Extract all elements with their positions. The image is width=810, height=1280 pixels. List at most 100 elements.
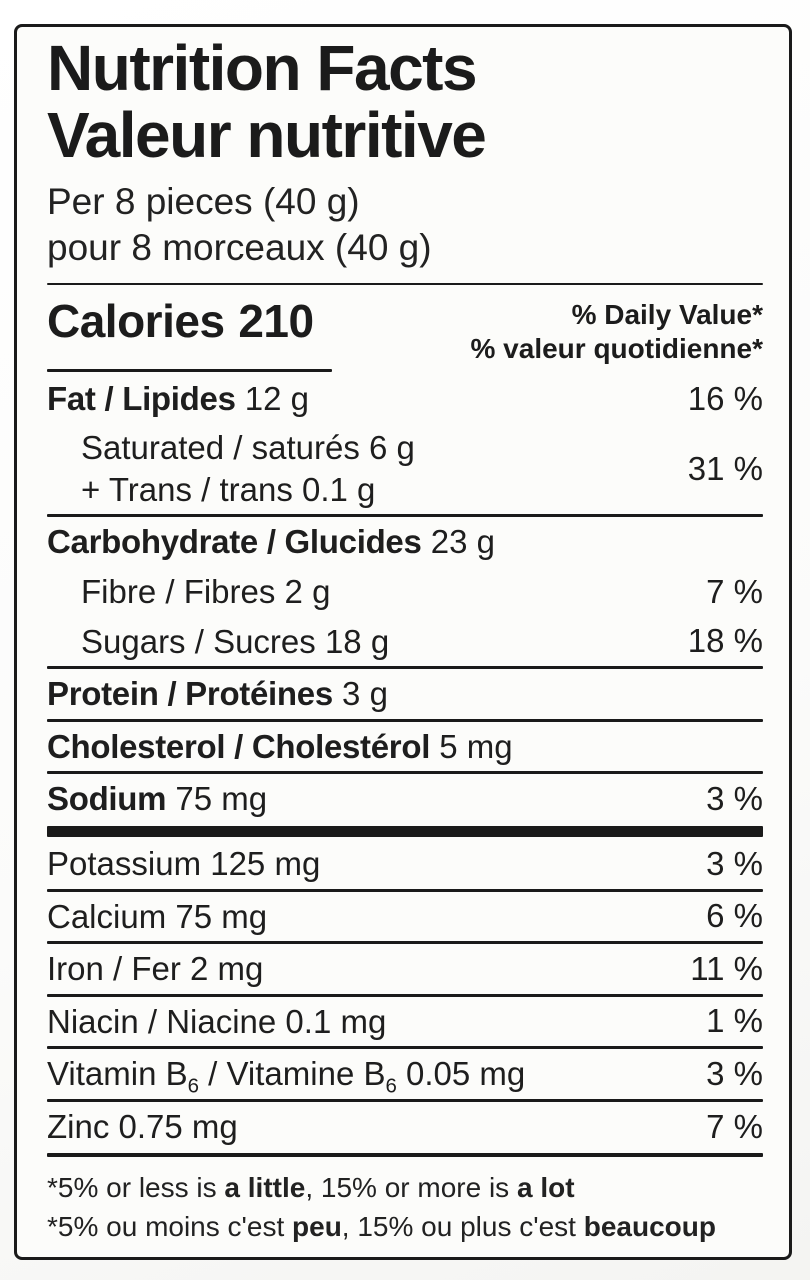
- calories-underline-bar: [47, 368, 332, 372]
- nutrient-row: Zinc 0.75 mg 7 %: [47, 1102, 763, 1152]
- header-separator: [47, 283, 763, 285]
- text-part: Fibre / Fibres 2 g: [81, 573, 331, 611]
- daily-value-percent: 11 %: [690, 949, 763, 987]
- daily-value-percent: 7 %: [706, 1107, 763, 1145]
- text-part: Saturated / saturés 6 g: [81, 429, 415, 467]
- nutrient-label: Protein / Protéines 3 g: [47, 673, 751, 715]
- daily-value-percent: 3 %: [706, 780, 763, 818]
- text-part: Sodium: [47, 780, 167, 818]
- nutrient-label-lines: Potassium 125 mg: [47, 843, 694, 885]
- text-part: 6: [385, 1074, 397, 1098]
- nutrient-label: + Trans / trans 0.1 g: [47, 469, 676, 511]
- text-part: Zinc 0.75 mg: [47, 1107, 238, 1145]
- nutrient-row: Potassium 125 mg 3 %: [47, 839, 763, 889]
- nutrient-row: Iron / Fer 2 mg 11 %: [47, 944, 763, 994]
- nutrient-row: Vitamin B6 / Vitamine B6 0.05 mg 3 %: [47, 1049, 763, 1099]
- serving-size-french: pour 8 morceaux (40 g): [47, 227, 432, 269]
- text-part: / Vitamine B: [199, 1055, 386, 1093]
- nutrient-label-lines: Iron / Fer 2 mg: [47, 948, 678, 990]
- thin-separator: [47, 771, 763, 775]
- nutrient-label-lines: Fat / Lipides 12 g: [47, 378, 676, 420]
- nutrient-label-lines: Vitamin B6 / Vitamine B6 0.05 mg: [47, 1053, 694, 1098]
- nutrient-label-lines: Saturated / saturés 6 g + Trans / trans 0…: [47, 427, 676, 510]
- nutrient-label-lines: Sodium 75 mg: [47, 778, 694, 820]
- daily-value-header: % Daily Value* % valeur quotidienne*: [471, 294, 764, 367]
- nutrient-row: Sodium 75 mg 3 %: [47, 774, 763, 824]
- thin-separator: [47, 666, 763, 670]
- nutrient-label-lines: Sugars / Sucres 18 g: [47, 621, 676, 663]
- nutrient-label-lines: Carbohydrate / Glucides 23 g: [47, 521, 751, 563]
- text-part: Carbohydrate / Glucides: [47, 523, 422, 561]
- nutrient-label-lines: Calcium 75 mg: [47, 896, 694, 938]
- thin-separator: [47, 514, 763, 518]
- calories-label: Calories: [47, 294, 225, 347]
- nutrient-label-lines: Niacin / Niacine 0.1 mg: [47, 1001, 694, 1043]
- text-part: 12 g: [235, 379, 310, 417]
- nutrient-row: Cholesterol / Cholestérol 5 mg: [47, 722, 763, 772]
- thin-separator: [47, 888, 763, 892]
- nutrient-label-lines: Protein / Protéines 3 g: [47, 673, 751, 715]
- daily-value-percent: 1 %: [706, 1002, 763, 1040]
- nutrient-label: Saturated / saturés 6 g: [47, 427, 676, 469]
- calories: Calories 210: [47, 294, 314, 348]
- nutrient-label: Calcium 75 mg: [47, 896, 694, 938]
- nutrient-row: Protein / Protéines 3 g: [47, 669, 763, 719]
- text-part: a lot: [516, 1171, 575, 1203]
- nutrient-label-lines: Fibre / Fibres 2 g: [47, 571, 694, 613]
- nutrient-row: Saturated / saturés 6 g + Trans / trans 0…: [47, 423, 763, 514]
- nutrient-row: Calcium 75 mg 6 %: [47, 892, 763, 942]
- daily-value-header-english: % Daily Value*: [571, 298, 763, 330]
- thick-separator: [47, 825, 763, 837]
- text-part: Potassium 125 mg: [47, 844, 321, 882]
- text-part: 23 g: [421, 523, 495, 561]
- nutrient-label: Carbohydrate / Glucides 23 g: [47, 521, 751, 563]
- nutrient-label: Fibre / Fibres 2 g: [47, 571, 694, 613]
- nutrient-label: Cholesterol / Cholestérol 5 mg: [47, 726, 751, 768]
- title-french: Valeur nutritive: [47, 99, 487, 172]
- text-part: 75 mg: [166, 780, 268, 818]
- nutrient-label: Sodium 75 mg: [47, 778, 694, 820]
- text-part: 0.05 mg: [396, 1055, 526, 1093]
- text-part: Fat / Lipides: [47, 379, 236, 417]
- daily-value-percent: 18 %: [687, 622, 763, 660]
- text-part: Calcium 75 mg: [47, 897, 268, 935]
- text-part: 3 g: [332, 675, 388, 713]
- text-part: Protein / Protéines: [47, 675, 333, 713]
- text-part: *5% or less is: [47, 1171, 225, 1203]
- nutrient-row: Fat / Lipides 12 g 16 %: [47, 374, 763, 424]
- nutrient-row: Carbohydrate / Glucides 23 g: [47, 517, 763, 567]
- footnote-separator: [47, 1153, 763, 1157]
- text-part: Niacin / Niacine 0.1 mg: [47, 1002, 387, 1040]
- text-part: beaucoup: [583, 1211, 716, 1243]
- daily-value-percent: 31 %: [687, 449, 763, 487]
- calories-row: Calories 210 % Daily Value* % valeur quot…: [47, 285, 763, 369]
- nutrient-label: Sugars / Sucres 18 g: [47, 621, 676, 663]
- nutrient-row: Sugars / Sucres 18 g 18 %: [47, 617, 763, 667]
- title-english: Nutrition Facts: [47, 32, 478, 104]
- footnote-line: *5% or less is a little, 15% or more is …: [47, 1168, 763, 1208]
- serving-size-english: Per 8 pieces (40 g): [47, 181, 360, 223]
- text-part: 5 mg: [430, 727, 513, 765]
- daily-value-percent: 3 %: [706, 1055, 763, 1093]
- thin-separator: [47, 941, 763, 945]
- nutrient-label: Vitamin B6 / Vitamine B6 0.05 mg: [47, 1053, 694, 1098]
- text-part: Iron / Fer 2 mg: [47, 950, 264, 988]
- text-part: a little: [224, 1171, 306, 1203]
- nutrient-label: Potassium 125 mg: [47, 843, 694, 885]
- calories-value: 210: [238, 294, 314, 347]
- daily-value-percent: 7 %: [706, 572, 763, 610]
- thin-separator: [47, 993, 763, 997]
- nutrition-facts-label: Nutrition Facts Valeur nutritive Per 8 p…: [14, 24, 792, 1260]
- text-part: Cholesterol / Cholestérol: [47, 727, 431, 765]
- text-part: , 15% ou plus c'est: [341, 1211, 584, 1243]
- footnote-line: *5% ou moins c'est peu, 15% ou plus c'es…: [47, 1207, 763, 1247]
- footnotes: *5% or less is a little, 15% or more is …: [47, 1159, 763, 1248]
- nutrient-row: Fibre / Fibres 2 g 7 %: [47, 567, 763, 617]
- daily-value-percent: 16 %: [687, 379, 763, 417]
- thin-separator: [47, 718, 763, 722]
- daily-value-percent: 6 %: [706, 897, 763, 935]
- text-part: 6: [187, 1074, 199, 1098]
- text-part: , 15% or more is: [305, 1171, 517, 1203]
- thin-separator: [47, 1046, 763, 1050]
